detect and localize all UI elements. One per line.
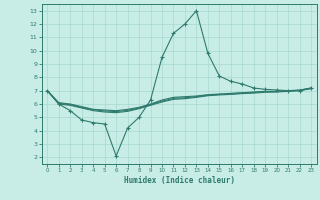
X-axis label: Humidex (Indice chaleur): Humidex (Indice chaleur) — [124, 176, 235, 185]
